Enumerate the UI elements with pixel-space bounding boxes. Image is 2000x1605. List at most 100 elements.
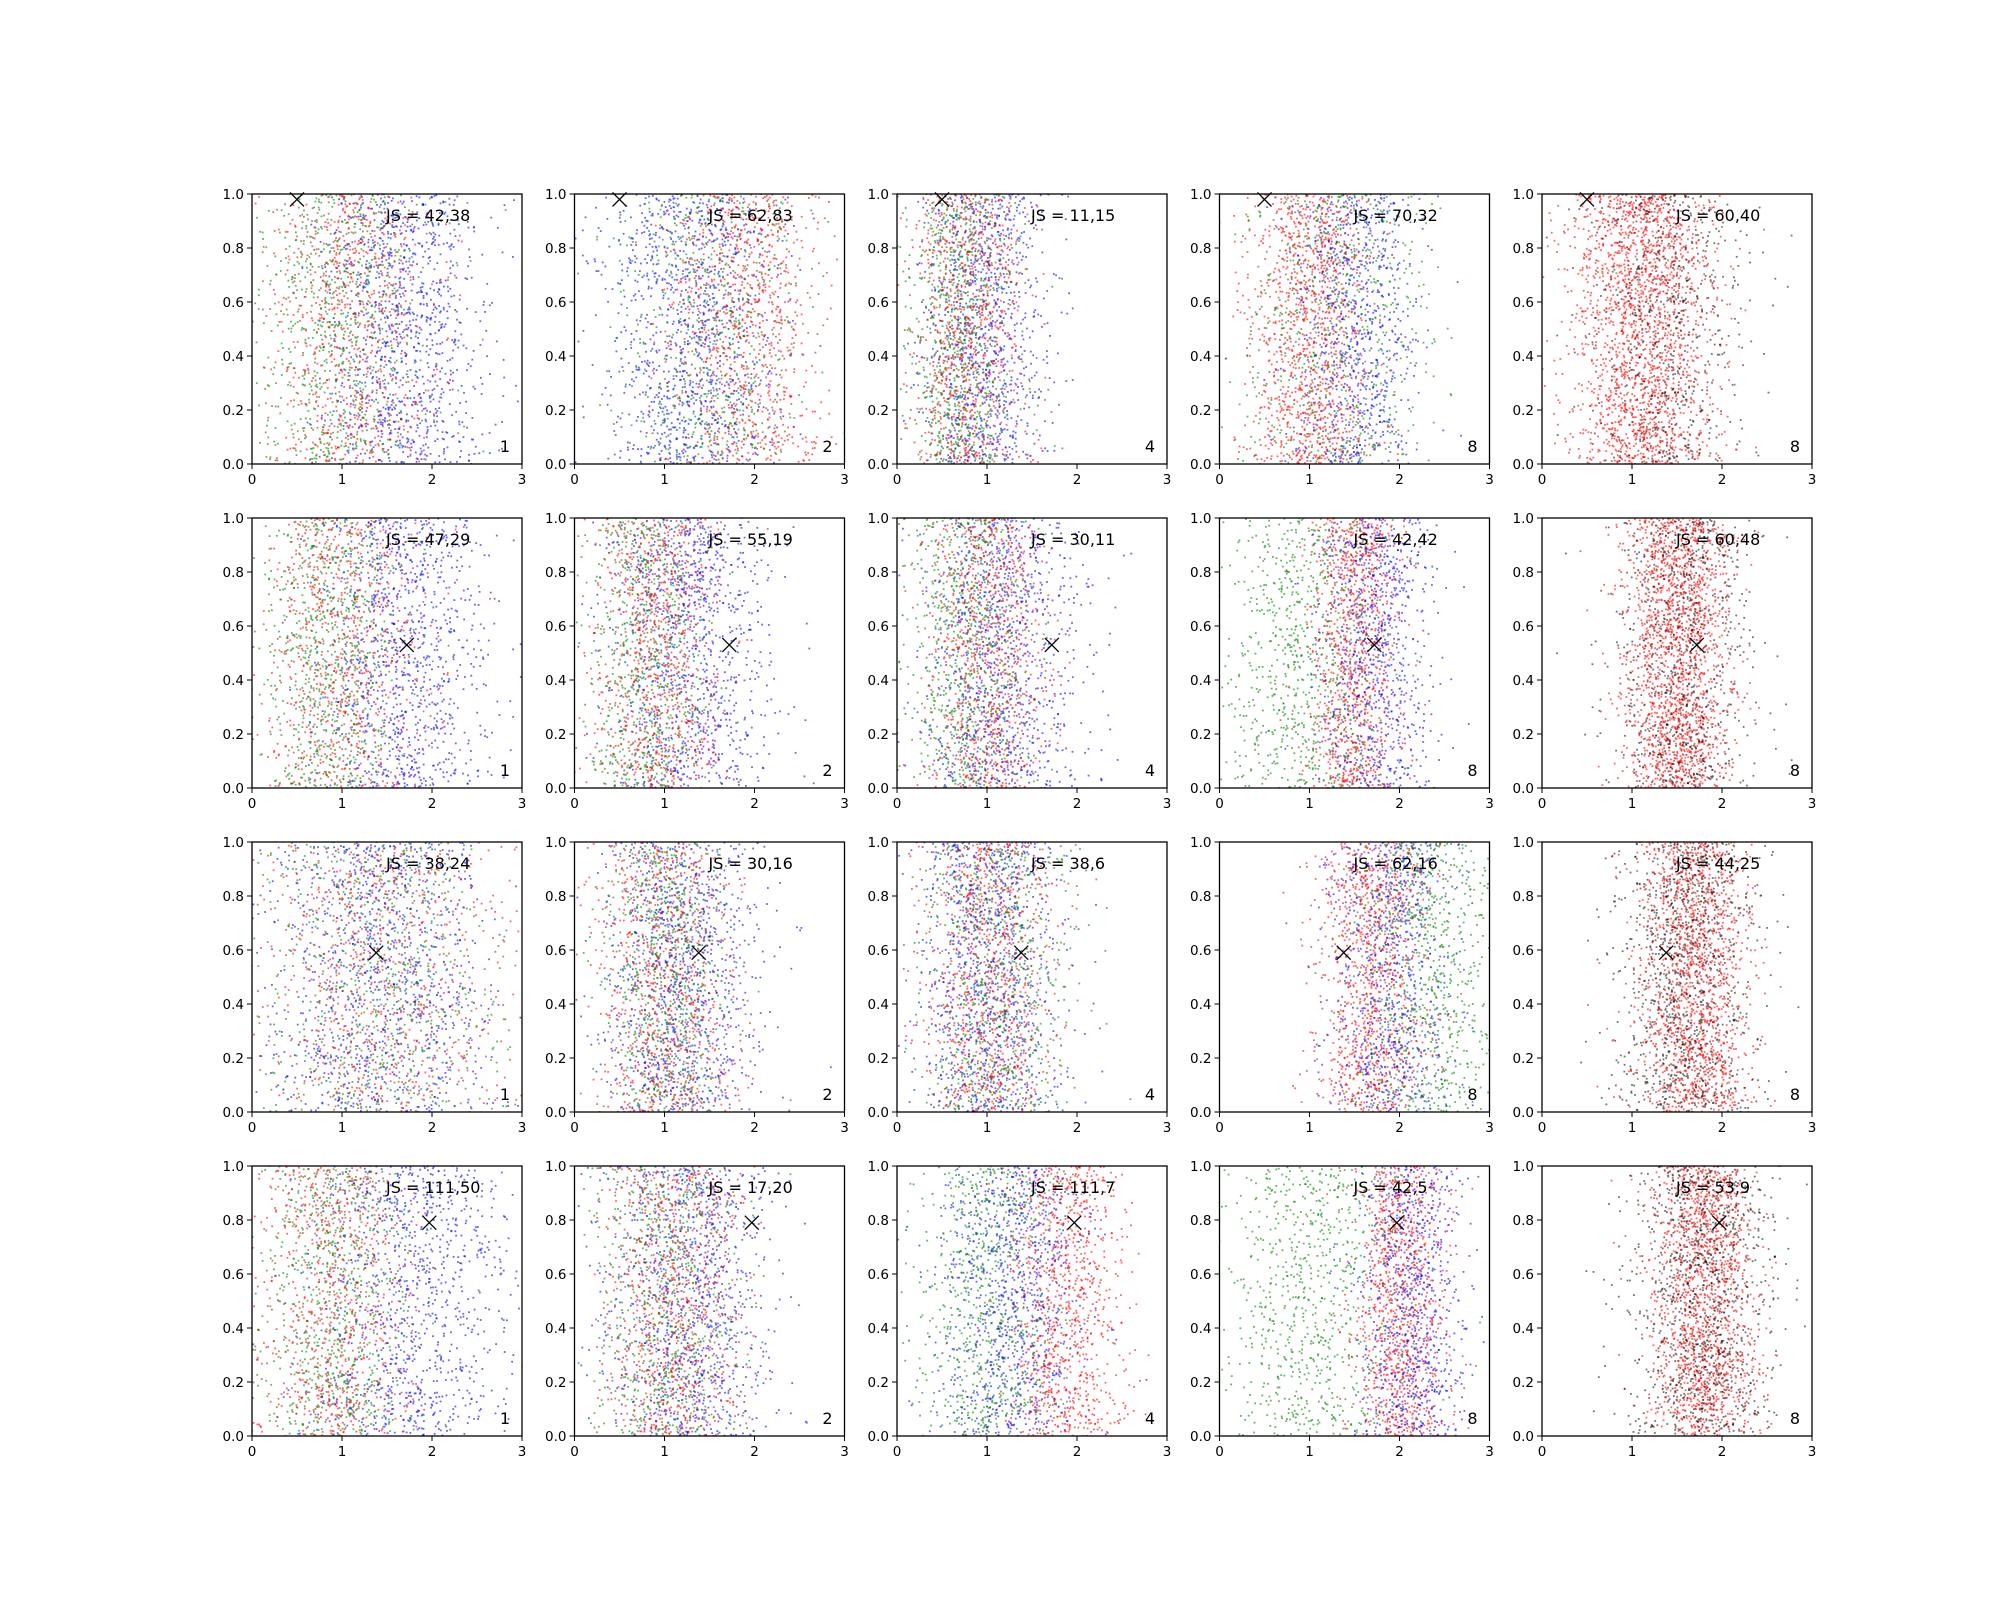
scatter-point bbox=[368, 399, 370, 401]
scatter-point bbox=[323, 454, 325, 456]
scatter-point bbox=[685, 214, 687, 216]
scatter-point bbox=[452, 389, 454, 391]
scatter-point bbox=[377, 370, 379, 372]
scatter-point bbox=[270, 280, 272, 282]
scatter-point bbox=[383, 233, 385, 235]
scatter-point bbox=[362, 236, 364, 238]
scatter-point bbox=[748, 389, 750, 391]
scatter-point bbox=[239, 220, 241, 222]
scatter-point bbox=[746, 366, 748, 368]
scatter-point bbox=[316, 221, 318, 223]
scatter-point bbox=[269, 283, 271, 285]
scatter-point bbox=[281, 321, 283, 323]
scatter-point bbox=[378, 445, 380, 447]
scatter-point bbox=[357, 336, 359, 338]
scatter-point bbox=[294, 281, 296, 283]
scatter-point bbox=[419, 435, 421, 437]
scatter-point bbox=[297, 261, 299, 263]
scatter-point bbox=[805, 454, 807, 456]
scatter-point bbox=[625, 386, 627, 388]
scatter-point bbox=[347, 254, 349, 256]
scatter-point bbox=[306, 364, 308, 366]
scatter-point bbox=[326, 359, 328, 361]
scatter-point bbox=[378, 415, 380, 417]
scatter-point bbox=[719, 388, 721, 390]
scatter-point bbox=[790, 403, 792, 405]
scatter-point bbox=[682, 236, 684, 238]
scatter-point bbox=[334, 334, 336, 336]
scatter-point bbox=[280, 310, 282, 312]
scatter-point bbox=[750, 316, 752, 318]
scatter-point bbox=[787, 439, 789, 441]
scatter-point bbox=[379, 244, 381, 246]
scatter-point bbox=[754, 452, 756, 454]
scatter-point bbox=[357, 322, 359, 324]
scatter-point bbox=[694, 393, 696, 395]
scatter-point bbox=[780, 451, 782, 453]
scatter-point bbox=[717, 273, 719, 275]
scatter-point bbox=[765, 407, 767, 409]
scatter-point bbox=[828, 390, 830, 392]
scatter-point bbox=[377, 341, 379, 343]
scatter-point bbox=[354, 207, 356, 209]
scatter-point bbox=[667, 418, 669, 420]
scatter-point bbox=[767, 409, 769, 411]
scatter-point bbox=[356, 293, 358, 295]
scatter-point bbox=[748, 404, 750, 406]
scatter-point bbox=[655, 225, 657, 227]
scatter-point bbox=[303, 216, 305, 218]
scatter-point bbox=[307, 368, 309, 370]
scatter-point bbox=[632, 371, 634, 373]
scatter-point bbox=[582, 255, 584, 257]
scatter-point bbox=[323, 215, 325, 217]
scatter-point bbox=[303, 210, 305, 212]
scatter-point bbox=[674, 395, 676, 397]
scatter-point bbox=[399, 229, 401, 231]
scatter-point bbox=[409, 258, 411, 260]
scatter-point bbox=[702, 203, 704, 205]
scatter-point bbox=[758, 298, 760, 300]
scatter-point bbox=[333, 199, 335, 201]
scatter-point bbox=[755, 402, 757, 404]
scatter-point bbox=[705, 428, 707, 430]
scatter-point bbox=[468, 454, 470, 456]
scatter-point bbox=[662, 422, 664, 424]
scatter-point bbox=[711, 258, 713, 260]
scatter-point bbox=[641, 411, 643, 413]
scatter-point bbox=[390, 362, 392, 364]
scatter-point bbox=[426, 433, 428, 435]
scatter-point bbox=[799, 415, 801, 417]
scatter-point bbox=[456, 369, 458, 371]
scatter-point bbox=[387, 231, 389, 233]
scatter-point bbox=[435, 316, 437, 318]
scatter-point bbox=[620, 291, 622, 293]
scatter-point bbox=[314, 362, 316, 364]
scatter-point bbox=[778, 264, 780, 266]
scatter-point bbox=[738, 341, 740, 343]
scatter-point bbox=[630, 262, 632, 264]
scatter-point bbox=[734, 423, 736, 425]
scatter-point bbox=[765, 443, 767, 445]
scatter-point bbox=[667, 390, 669, 392]
scatter-point bbox=[358, 243, 360, 245]
scatter-point bbox=[699, 422, 701, 424]
scatter-point bbox=[263, 322, 265, 324]
scatter-point bbox=[287, 269, 289, 271]
scatter-point bbox=[340, 429, 342, 431]
scatter-point bbox=[362, 199, 364, 201]
scatter-point bbox=[418, 291, 420, 293]
scatter-point bbox=[713, 390, 715, 392]
scatter-point bbox=[666, 252, 668, 254]
series-green-points bbox=[215, 194, 484, 465]
scatter-point bbox=[776, 322, 778, 324]
scatter-point bbox=[388, 415, 390, 417]
scatter-point bbox=[310, 282, 312, 284]
scatter-point bbox=[328, 202, 330, 204]
scatter-point bbox=[456, 196, 458, 198]
scatter-point bbox=[343, 350, 345, 352]
scatter-point bbox=[669, 205, 671, 207]
scatter-point bbox=[672, 241, 674, 243]
scatter-point bbox=[679, 427, 681, 429]
scatter-point bbox=[419, 369, 421, 371]
scatter-point bbox=[631, 333, 633, 335]
